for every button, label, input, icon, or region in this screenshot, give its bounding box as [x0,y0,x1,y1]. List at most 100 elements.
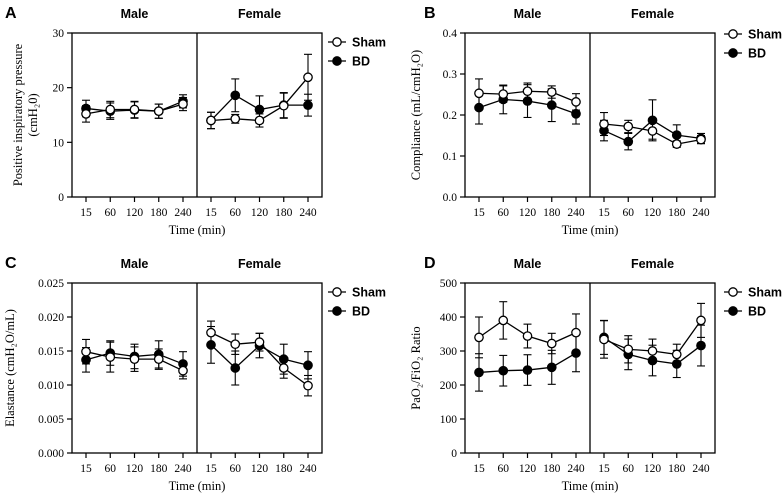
data-point-sham [498,89,509,99]
data-point-bd [254,104,265,115]
group-label-female: Female [631,7,674,21]
data-point-bd [498,365,509,376]
legend-label-sham: Sham [352,286,386,300]
data-point-sham [474,88,484,99]
y-axis-title: Compliance (mL/cmH₂O) [409,50,423,180]
y-axis-title: Elastance (cmH₂O/mL) [3,309,17,427]
x-tick-label: 180 [275,207,293,219]
data-point-sham [599,334,609,345]
y-tick-label: 0.0 [443,192,458,204]
y-tick-label: 0.1 [443,151,458,163]
x-tick-label: 15 [205,463,217,475]
legend-marker-bd [728,48,738,58]
x-tick-label: 60 [623,463,635,475]
panel-letter: D [424,255,436,272]
x-tick-label: 15 [598,207,610,219]
legend-label-sham: Sham [748,286,782,300]
data-point-sham [254,115,265,126]
x-tick-label: 60 [230,463,242,475]
data-point-sham [671,349,682,360]
data-point-sham [230,113,241,124]
legend-label-sham: Sham [748,28,782,42]
data-point-sham [599,119,609,129]
data-point-sham [474,332,484,343]
group-label-male: Male [514,7,542,21]
x-tick-label: 15 [80,463,92,475]
data-point-sham [571,97,581,107]
group-label-female: Female [238,7,281,21]
data-point-sham [254,337,265,348]
y-tick-label: 0.010 [38,380,64,392]
data-point-bd [303,360,313,371]
data-point-sham [647,346,658,356]
x-tick-label: 240 [299,463,317,475]
x-tick-label: 120 [251,207,269,219]
data-point-sham [278,363,289,373]
group-label-male: Male [514,257,542,271]
data-point-sham [498,315,509,326]
legend-label-bd: BD [748,47,766,61]
y-axis-title: Positive inspiratory pressure [11,43,25,186]
data-point-sham [696,134,706,145]
data-point-sham [81,346,91,357]
x-tick-label: 180 [543,207,561,219]
legend-marker-sham [332,37,342,47]
x-tick-label: 120 [126,463,144,475]
data-point-sham [696,315,706,326]
data-point-sham [105,352,116,362]
x-tick-label: 240 [299,207,317,219]
legend-marker-sham [728,29,738,39]
x-tick-label: 120 [519,207,537,219]
x-tick-label: 180 [668,207,686,219]
y-tick-label: 0.005 [38,414,64,426]
x-tick-label: 120 [251,463,269,475]
panel-letter: B [424,5,436,22]
panel-D: D Male Female 0 100 200 300 400 500 15 60 120 180 240… [409,255,782,493]
group-label-male: Male [121,7,149,21]
panel-letter: A [5,5,17,22]
panel-C: C Male Female 0.000 0.005 0.010 0.015 0.020 0.02… [3,255,386,493]
data-point-sham [178,99,188,109]
data-point-bd [230,363,241,373]
data-point-sham [105,104,116,115]
legend-marker-bd [332,306,342,316]
y-tick-label: 0.000 [38,448,64,460]
legend-marker-bd [332,56,342,66]
data-point-bd [546,362,557,373]
panel-A: A Male Female 0 10 20 30 15 60 120 180 240 15 60 120 18… [5,5,386,237]
data-point-sham [546,338,557,349]
legend-label-bd: BD [748,305,766,319]
data-point-bd [230,90,241,101]
y-tick-label: 300 [440,346,458,358]
x-tick-label: 60 [105,207,117,219]
y-tick-label: 10 [53,137,65,149]
x-tick-label: 15 [80,207,92,219]
x-tick-label: 60 [498,207,510,219]
data-point-bd [571,108,581,119]
x-tick-label: 120 [126,207,144,219]
data-point-bd [522,365,533,375]
group-label-female: Female [631,257,674,271]
x-tick-label: 240 [692,207,710,219]
x-tick-label: 15 [205,207,217,219]
group-label-male: Male [121,257,149,271]
x-tick-label: 180 [150,463,168,475]
data-point-sham [571,327,581,338]
data-point-sham [206,115,216,126]
data-point-sham [522,86,533,97]
x-tick-label: 180 [150,207,168,219]
data-point-bd [546,100,557,111]
legend-marker-sham [332,287,342,297]
data-point-sham [303,72,313,83]
x-tick-label: 180 [543,463,561,475]
x-tick-label: 60 [623,207,635,219]
y-tick-label: 0.2 [443,110,458,122]
group-label-female: Female [238,257,281,271]
data-point-sham [647,126,658,136]
x-axis-title: Time (min) [562,223,619,237]
x-tick-label: 240 [692,463,710,475]
x-tick-label: 120 [519,463,537,475]
x-tick-label: 240 [567,207,585,219]
data-point-sham [153,106,164,117]
